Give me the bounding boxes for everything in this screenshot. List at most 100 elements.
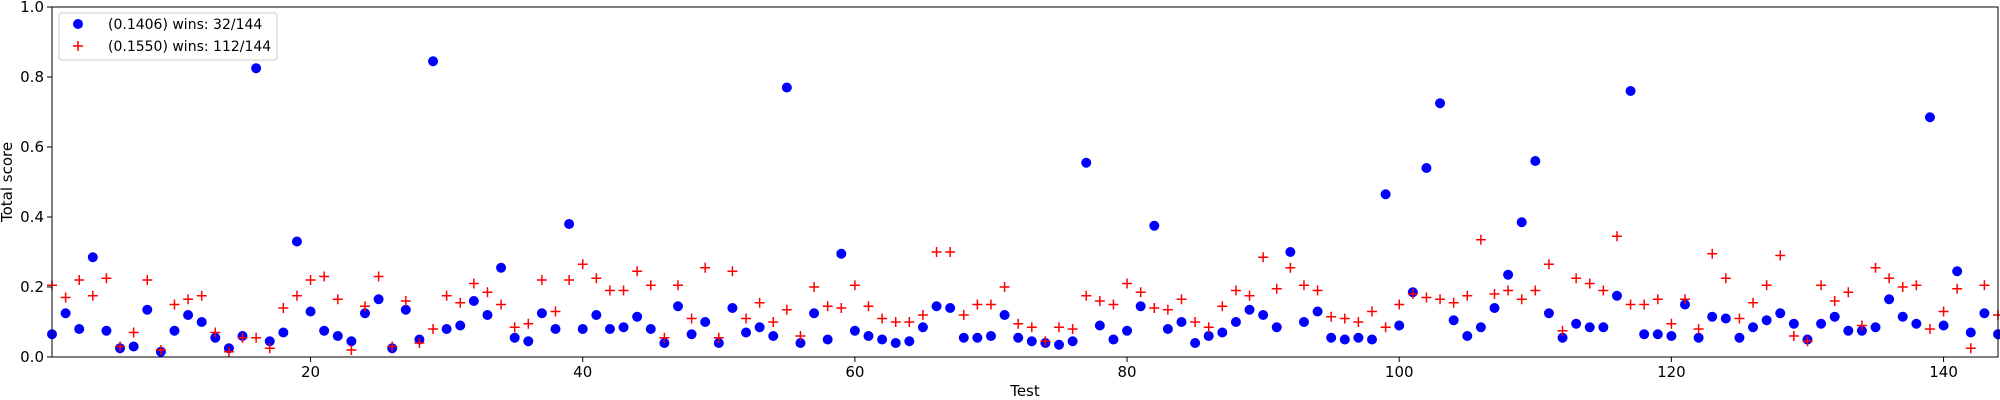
- series-2-point: [400, 296, 411, 306]
- series-1-point: [1557, 332, 1568, 343]
- series-2-point: [1162, 304, 1173, 315]
- series-2-point: [1652, 294, 1663, 305]
- series-1-point: [1067, 336, 1078, 347]
- series-1-point: [1884, 294, 1895, 305]
- series-2-point: [604, 285, 615, 296]
- series-1-point: [591, 310, 602, 320]
- series-1-point: [836, 248, 847, 259]
- series-2-point: [1367, 306, 1378, 317]
- legend-plus-marker-icon: [73, 41, 83, 51]
- series-1-point: [1176, 317, 1187, 327]
- series-2-point: [904, 317, 915, 327]
- series-1-point: [659, 338, 670, 348]
- series-1-point: [1720, 313, 1731, 324]
- series-1-point: [482, 310, 493, 320]
- series-1-point: [373, 294, 384, 305]
- series-2-point: [741, 313, 752, 324]
- series-2-point: [822, 301, 833, 312]
- series-2-point: [1571, 273, 1582, 284]
- series-2-point: [74, 275, 85, 285]
- series-2-point: [1230, 285, 1241, 296]
- series-2-point: [1285, 262, 1296, 273]
- series-1-point: [1475, 322, 1486, 333]
- series-1-point: [1530, 156, 1541, 166]
- series-1-point: [1298, 317, 1309, 327]
- series-1-point: [1339, 334, 1350, 345]
- series-1-point: [1013, 332, 1024, 343]
- series-1-point: [1924, 112, 1935, 123]
- series-1-point: [1775, 308, 1786, 319]
- series-2-point: [1217, 301, 1228, 312]
- series-2-point: [1680, 294, 1691, 305]
- series-2-point: [1135, 287, 1146, 298]
- series-1-point: [278, 327, 289, 338]
- series-1-point: [251, 63, 262, 74]
- series-2-point: [972, 299, 983, 310]
- series-1-point: [1054, 339, 1065, 350]
- series-1-point: [822, 334, 833, 345]
- series-2-point: [1639, 299, 1650, 310]
- series-2-point: [1911, 280, 1922, 291]
- series-2-point: [1258, 252, 1269, 263]
- x-tick-label: 140: [1929, 363, 1958, 381]
- series-2-point: [849, 280, 860, 291]
- series-1-point: [441, 324, 452, 334]
- series-2-point: [1013, 318, 1024, 329]
- series-1-point: [1938, 320, 1949, 331]
- series-1-point: [346, 336, 357, 347]
- series-1-point: [1952, 266, 1963, 277]
- series-1-point: [169, 325, 180, 336]
- series-2-point: [931, 247, 942, 257]
- series-2-point: [1203, 322, 1214, 333]
- series-2-point: [1734, 313, 1745, 324]
- series-2-point: [632, 266, 643, 277]
- series-1-point: [332, 331, 343, 341]
- series-1-point: [1162, 324, 1173, 334]
- series-2-point: [1952, 283, 1963, 294]
- series-1-point: [1639, 329, 1650, 340]
- series-1-point: [917, 322, 928, 333]
- series-2-point: [727, 266, 738, 277]
- series-2-point: [1094, 296, 1105, 306]
- series-1-point: [196, 317, 207, 327]
- series-2-point: [1448, 297, 1459, 308]
- series-1-point: [1230, 317, 1241, 327]
- series-1-point: [945, 303, 956, 313]
- y-tick-label: 0.8: [20, 68, 44, 86]
- series-2-point: [1761, 280, 1772, 291]
- series-1-point: [564, 219, 575, 229]
- series-2-point: [1707, 248, 1718, 259]
- series-2-point: [1394, 299, 1405, 310]
- series-1-point: [291, 236, 302, 247]
- plot-frame: [51, 6, 1999, 358]
- series-1-point: [809, 308, 820, 319]
- y-axis-ticks: 0.0 0.2 0.4 0.6 0.8 1.0: [20, 0, 52, 366]
- data-marks: [47, 56, 2000, 357]
- series-1-point: [1707, 311, 1718, 322]
- series-1-point: [795, 338, 806, 348]
- series-2-point: [387, 341, 398, 352]
- series-1-point: [1761, 315, 1772, 326]
- series-2-point: [1380, 322, 1391, 333]
- series-1-point: [400, 304, 411, 315]
- series-2-point: [332, 294, 343, 305]
- series-1-point: [1666, 331, 1677, 341]
- series-2-point: [781, 304, 792, 315]
- series-1-point: [1448, 315, 1459, 326]
- series-2-point: [115, 341, 126, 352]
- series-1-point: [1203, 331, 1214, 341]
- series-1-point: [183, 310, 194, 320]
- series-2-point: [346, 345, 357, 355]
- series-1-point: [509, 332, 520, 343]
- series-2-point: [1026, 322, 1037, 333]
- series-2-point: [768, 317, 779, 327]
- series-1-point: [1149, 220, 1160, 231]
- series-2-point: [373, 271, 384, 282]
- series-1-point: [210, 332, 221, 343]
- series-2-point: [1190, 317, 1201, 327]
- series-1-point: [877, 334, 888, 345]
- series-2-point: [1516, 294, 1527, 305]
- series-1-point: [1462, 331, 1473, 341]
- series-1-point: [700, 317, 711, 327]
- series-2-point: [1557, 325, 1568, 336]
